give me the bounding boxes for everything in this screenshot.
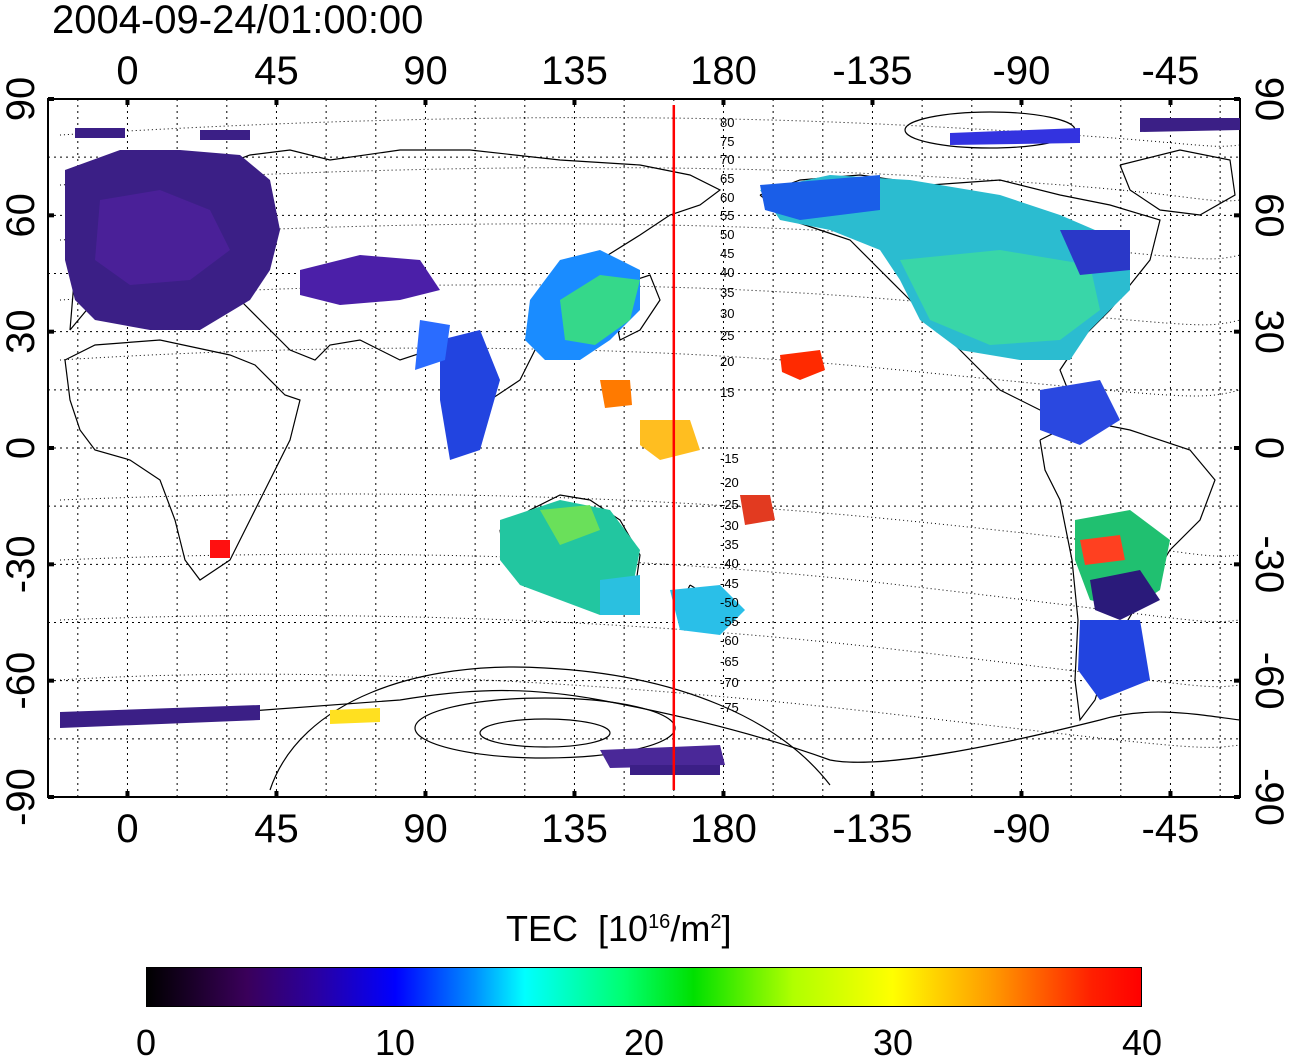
magnetic-latitude-labels: 80 75 70 65 60 55 50 45 40 35 30 25 20 15 -15 -20 -25 -30… [720, 115, 739, 715]
south-magnetic-pole-ovals [269, 666, 831, 791]
colorbar-tick-label: 20 [623, 1022, 665, 1063]
lat-tick-label-right: -90 [1247, 768, 1291, 826]
magnetic-latitude-label: -40 [720, 556, 739, 571]
coast-antarctica [59, 689, 1241, 763]
magnetic-latitude-label: 15 [720, 385, 734, 400]
colorbar-units-exponent: 16 [648, 911, 671, 933]
lon-tick-label-bottom: -90 [993, 807, 1051, 851]
magnetic-latitude-label: -30 [720, 518, 739, 533]
colorbar-units-exponent-2: 2 [710, 911, 722, 933]
lat-tick-label-right: -60 [1247, 652, 1291, 710]
tec-data-patches [60, 118, 1240, 775]
lat-tick-label-right: 0 [1247, 437, 1291, 459]
magnetic-latitude-label: -35 [720, 537, 739, 552]
magnetic-latitude-label: 45 [720, 246, 734, 261]
magnetic-latitude-label: 80 [720, 115, 734, 130]
magnetic-latitude-label: -75 [720, 700, 739, 715]
magnetic-latitude-label: 75 [720, 134, 734, 149]
tec-world-map: 80 75 70 65 60 55 50 45 40 35 30 25 20 15 -15 -20 -25 -30… [0, 49, 1291, 851]
lon-tick-label-bottom: 135 [541, 807, 608, 851]
magnetic-latitude-label: -70 [720, 675, 739, 690]
magnetic-latitude-contours [59, 117, 1241, 748]
magnetic-latitude-label: 60 [720, 190, 734, 205]
lat-tick-label-left: -30 [0, 535, 43, 593]
colorbar-tick-label: 10 [374, 1022, 416, 1063]
lon-tick-label-top: -45 [1142, 49, 1200, 93]
lon-tick-label-bottom: 90 [403, 807, 448, 851]
magnetic-latitude-label: -20 [720, 475, 739, 490]
lon-tick-label-bottom: 45 [254, 807, 299, 851]
map-timestamp-title: 2004-09-24/01:00:00 [52, 0, 424, 42]
magnetic-latitude-label: -25 [720, 497, 739, 512]
tec-colorbar [146, 967, 1142, 1007]
magnetic-latitude-label: -60 [720, 633, 739, 648]
magnetic-latitude-label: 55 [720, 208, 734, 223]
coast-africa [64, 339, 301, 581]
lon-tick-label-top: -90 [993, 49, 1051, 93]
colorbar-tick-label: 40 [1121, 1022, 1163, 1063]
coast-greenland [1119, 149, 1236, 216]
colorbar-title-variable: TEC [506, 908, 578, 949]
magnetic-latitude-label: -45 [720, 576, 739, 591]
magnetic-latitude-label: 20 [720, 354, 734, 369]
lon-tick-label-top: -135 [832, 49, 912, 93]
colorbar-units-suffix: ] [721, 908, 732, 949]
magnetic-latitude-label: -55 [720, 614, 739, 629]
lon-tick-label-top: 135 [541, 49, 608, 93]
lat-tick-label-right: 60 [1247, 193, 1291, 238]
magnetic-latitude-label: 65 [720, 171, 734, 186]
magnetic-latitude-label: -15 [720, 451, 739, 466]
magnetic-latitude-label: 35 [720, 285, 734, 300]
lon-tick-label-top: 0 [116, 49, 138, 93]
lon-tick-label-bottom: -45 [1142, 807, 1200, 851]
magnetic-latitude-label: -50 [720, 595, 739, 610]
lat-tick-label-left: 30 [0, 309, 43, 354]
magnetic-latitude-label: 70 [720, 152, 734, 167]
lon-tick-label-bottom: 180 [690, 807, 757, 851]
magnetic-latitude-label: 30 [720, 306, 734, 321]
lon-tick-label-bottom: -135 [832, 807, 912, 851]
lat-tick-label-left: -60 [0, 652, 43, 710]
magnetic-latitude-label: 50 [720, 227, 734, 242]
lat-tick-label-left: 90 [0, 77, 43, 122]
lat-tick-label-right: 90 [1247, 77, 1291, 122]
lon-tick-label-top: 180 [690, 49, 757, 93]
lat-tick-label-right: 30 [1247, 309, 1291, 354]
lat-tick-label-left: 60 [0, 193, 43, 238]
colorbar-tick-label: 0 [135, 1022, 157, 1063]
axis-ticks: 0 0 45 45 90 90 135 135 180 180 -135 -135 -90 -90 -45 -… [0, 49, 1291, 851]
lon-tick-label-top: 45 [254, 49, 299, 93]
lat-tick-label-right: -30 [1247, 535, 1291, 593]
magnetic-latitude-label: 40 [720, 265, 734, 280]
colorbar-units-mid: /m [670, 908, 711, 949]
lat-tick-label-left: 0 [0, 437, 43, 459]
magnetic-latitude-label: 25 [720, 328, 734, 343]
colorbar-title: TEC [1016/m2] [506, 908, 731, 950]
magnetic-latitude-label: -65 [720, 654, 739, 669]
colorbar-units-prefix: [10 [598, 908, 649, 949]
lon-tick-label-top: 90 [403, 49, 448, 93]
lon-tick-label-bottom: 0 [116, 807, 138, 851]
colorbar-tick-label: 30 [872, 1022, 914, 1063]
lat-tick-label-left: -90 [0, 768, 43, 826]
